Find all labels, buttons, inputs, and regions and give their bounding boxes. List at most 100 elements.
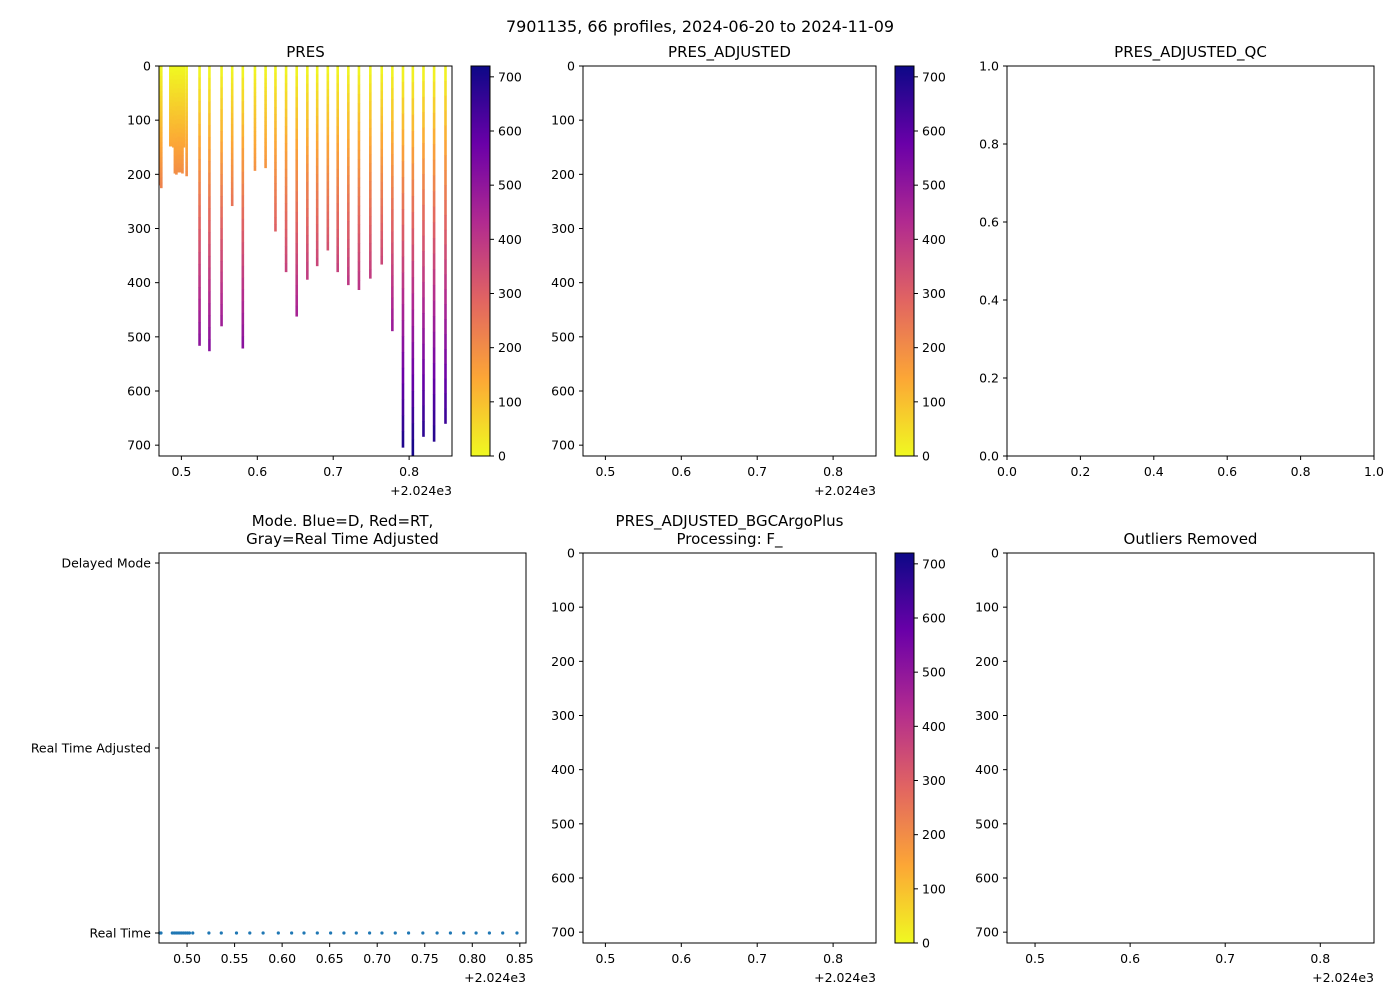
profile-7-segment <box>176 167 180 173</box>
profile-2-segment <box>169 142 172 147</box>
profile-17-segment <box>241 218 245 231</box>
profile-21-segment <box>284 246 288 255</box>
profile-28-segment <box>357 215 361 225</box>
profile-11-segment <box>182 137 186 141</box>
profile-21-segment <box>284 220 288 230</box>
profile-13-segment <box>198 275 201 288</box>
profile-34-segment <box>422 343 425 360</box>
profile-11-segment <box>182 116 186 121</box>
colorbar-bgc <box>894 552 915 944</box>
profile-1-segment <box>159 66 163 72</box>
profile-15-segment <box>220 66 223 78</box>
profile-27-segment <box>347 221 350 231</box>
profile-26-segment <box>336 186 340 195</box>
profile-14-segment <box>208 279 211 292</box>
profile-33-segment <box>411 423 415 441</box>
profile-9-segment <box>179 92 183 98</box>
profile-8-segment <box>178 83 181 89</box>
profile-32-segment <box>401 336 405 353</box>
profile-33-segment <box>411 82 415 99</box>
profile-29-segment <box>369 163 372 173</box>
profile-15-segment <box>220 261 223 273</box>
profile-19-segment <box>264 133 267 139</box>
profile-32-segment <box>401 224 405 242</box>
profile-17-segment <box>241 195 245 208</box>
profile-20-segment <box>274 100 277 108</box>
profile-29-segment <box>369 136 372 146</box>
plot-frame-bgc <box>582 552 877 944</box>
profile-25-segment <box>326 66 330 74</box>
profile-2-segment <box>169 106 172 110</box>
profile-19-segment <box>264 95 267 101</box>
profile-29-segment <box>369 172 372 182</box>
profile-32-segment <box>401 97 405 114</box>
profile-30-segment <box>380 239 384 249</box>
profile-20-segment <box>274 114 277 122</box>
profile-20-segment <box>274 148 277 156</box>
profile-24-segment <box>315 66 319 75</box>
profile-33-segment <box>411 407 415 424</box>
profile-17-segment <box>241 136 245 149</box>
mode-point-31 <box>448 931 453 935</box>
profile-28-segment <box>357 233 361 244</box>
profile-12-segment <box>185 139 188 145</box>
profile-26-segment <box>336 66 340 75</box>
profile-36-segment <box>444 378 447 395</box>
profile-28-segment <box>357 205 361 216</box>
mode-points <box>158 931 519 935</box>
profile-29-segment <box>369 66 372 76</box>
profile-17-segment <box>241 230 245 243</box>
colorbar-tick-label-pres_adjusted: 400 <box>922 232 946 247</box>
profile-5-segment <box>173 79 177 85</box>
profile-8-segment <box>178 150 181 155</box>
mode-point-26 <box>380 931 384 935</box>
profile-36-segment <box>444 155 447 171</box>
profile-5-segment <box>173 101 177 107</box>
profile-28-segment <box>357 84 361 95</box>
y-tick-label-pres_adjusted: 700 <box>551 438 575 453</box>
profile-23-segment <box>306 163 309 174</box>
profile-27-segment <box>347 84 350 94</box>
profile-30-segment <box>380 173 384 182</box>
profile-24-segment <box>315 99 319 108</box>
panel-pres_adjusted: PRES_ADJUSTED 0.5 0.6 0.7 0.8 +2.024e3 0 100 200… <box>551 43 946 498</box>
y-tick-label-mode: Real Time <box>89 926 151 941</box>
profile-27-segment <box>347 129 350 140</box>
profile-19-segment <box>264 116 267 122</box>
profile-17-segment <box>241 324 245 337</box>
profile-2-segment <box>169 116 172 120</box>
profile-20-segment <box>274 107 277 115</box>
profile-12-segment <box>185 166 188 172</box>
profile-24-segment <box>315 157 319 167</box>
profile-2-segment <box>169 136 172 140</box>
profile-30-segment <box>380 255 384 265</box>
y-tick-label-pres_adjusted: 400 <box>551 275 575 290</box>
profile-3-segment <box>170 116 174 120</box>
profile-32-segment <box>401 288 405 305</box>
profile-29-segment <box>369 251 372 261</box>
profile-23-segment <box>306 243 309 254</box>
profile-17-segment <box>241 265 245 278</box>
profile-21-segment <box>284 83 288 93</box>
profile-9-segment <box>179 158 183 164</box>
profile-25-segment <box>326 227 330 236</box>
profile-5-segment <box>173 128 177 134</box>
profile-27-segment <box>347 111 350 122</box>
profile-2-segment <box>169 126 172 130</box>
profile-10-segment <box>181 101 184 107</box>
profile-9-segment <box>179 66 183 71</box>
profile-22-segment <box>295 232 299 244</box>
profile-16-segment <box>230 77 234 84</box>
profile-8-segment <box>178 132 181 138</box>
profile-35-segment <box>432 144 436 161</box>
profile-18-segment <box>253 105 257 110</box>
profile-3-segment <box>170 122 174 127</box>
y-tick-label-pres_adjusted_qc: 0.0 <box>979 449 999 464</box>
profile-21-segment <box>284 151 288 161</box>
profile-14-segment <box>208 220 211 233</box>
profile-22-segment <box>295 211 299 223</box>
profile-11-segment <box>182 133 186 138</box>
y-tick-label-pres_adjusted_qc: 1.0 <box>979 59 999 74</box>
profile-22-segment <box>295 149 299 161</box>
y-tick-label-pres_adjusted: 600 <box>551 384 575 399</box>
